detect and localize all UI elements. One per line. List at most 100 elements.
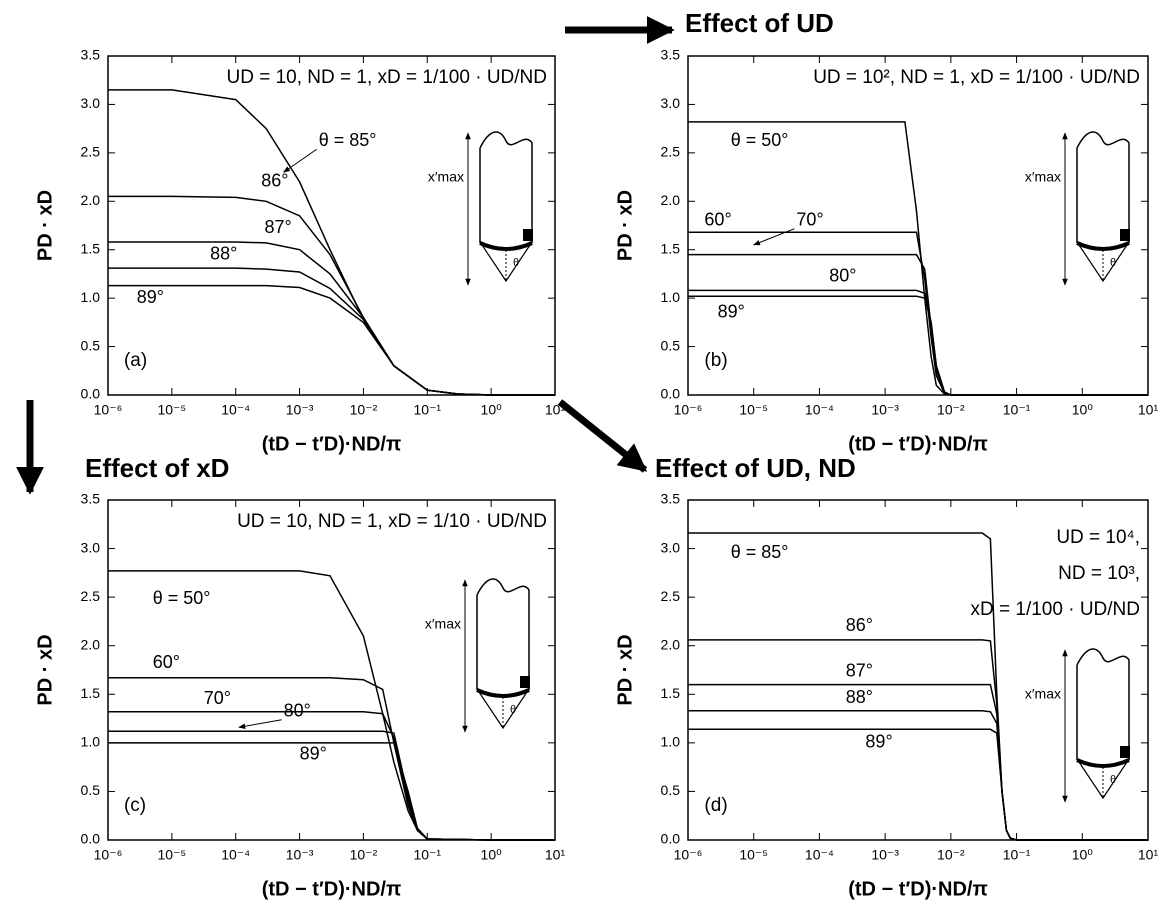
- label-arrow: [238, 719, 282, 729]
- curve-label: 89°: [865, 732, 892, 752]
- y-tick-label: 3.5: [81, 47, 101, 63]
- tank: [1076, 131, 1130, 243]
- x-tick-label: 10⁻¹: [1003, 402, 1031, 418]
- inset-angle: θ: [510, 704, 516, 716]
- x-tick-label: 10¹: [545, 847, 566, 863]
- tank-cone: [478, 691, 528, 730]
- plot-frame: [107, 499, 556, 841]
- x-axis-label: (tD − t′D)·ND/π: [848, 433, 988, 455]
- x-tick-label: 10⁻⁵: [739, 847, 768, 863]
- x-axis-label: (tD − t′D)·ND/π: [848, 878, 988, 900]
- panel-title: Effect of UD: [685, 8, 834, 38]
- curve-label: 70°: [796, 209, 823, 229]
- y-tick-label: 1.0: [81, 289, 101, 305]
- annotation: UD = 10, ND = 1, xD = 1/10 · UD/ND: [237, 511, 547, 532]
- curve-label: θ = 85°: [319, 130, 377, 150]
- panel-label: (d): [704, 795, 727, 816]
- panel-label: (a): [124, 350, 147, 371]
- curve-label: 88°: [210, 243, 237, 263]
- y-tick-label: 1.0: [81, 734, 101, 750]
- y-tick-label: 1.5: [661, 685, 681, 701]
- panel-label: (b): [704, 350, 727, 371]
- curve: [688, 639, 1148, 841]
- annotation: ND = 10³,: [1058, 563, 1140, 584]
- y-tick-label: 0.5: [81, 337, 101, 353]
- tank-block: [1120, 746, 1130, 758]
- inset-angle: θ: [1110, 774, 1116, 786]
- tank-block: [523, 229, 533, 241]
- curve: [688, 253, 1148, 396]
- x-axis-label: (tD − t′D)·ND/π: [262, 878, 402, 900]
- x-tick-label: 10⁻⁶: [94, 402, 123, 418]
- y-tick-label: 2.5: [81, 588, 101, 604]
- y-tick-label: 3.0: [661, 539, 681, 555]
- y-tick-label: 2.5: [81, 144, 101, 160]
- inset-angle: θ: [513, 257, 519, 269]
- y-axis-label: PD · xD: [34, 190, 56, 261]
- annotation: xD = 1/100 · UD/ND: [971, 599, 1140, 620]
- x-axis-label: (tD − t′D)·ND/π: [262, 433, 402, 455]
- tank-block: [520, 676, 530, 688]
- y-tick-label: 1.5: [661, 240, 681, 256]
- curve-label: θ = 50°: [153, 588, 211, 608]
- y-axis-label: PD · xD: [614, 190, 636, 261]
- x-tick-label: 10⁰: [481, 847, 503, 863]
- plot-frame: [687, 55, 1149, 396]
- inset-label: x′max: [1025, 686, 1061, 702]
- y-tick-label: 0.0: [81, 386, 101, 402]
- inset-label: x′max: [425, 616, 461, 632]
- curve-label: 87°: [846, 661, 873, 681]
- x-tick-label: 10⁻¹: [413, 847, 441, 863]
- curve-label: 86°: [261, 171, 288, 191]
- curve-label: θ = 85°: [731, 542, 789, 562]
- curve-label: 89°: [137, 287, 164, 307]
- x-tick-label: 10⁻⁴: [805, 847, 834, 863]
- curve: [688, 289, 1148, 396]
- x-tick-label: 10⁻²: [937, 847, 965, 863]
- y-tick-label: 2.0: [661, 636, 681, 652]
- tank-bottom: [476, 688, 530, 698]
- inset-label: x′max: [428, 169, 464, 185]
- curve: [108, 195, 555, 396]
- y-tick-label: 1.0: [661, 734, 681, 750]
- x-tick-label: 10⁻⁴: [805, 402, 834, 418]
- x-tick-label: 10⁻³: [871, 402, 899, 418]
- y-tick-label: 0.0: [81, 831, 101, 847]
- tank-cone: [481, 244, 531, 283]
- y-tick-label: 1.5: [81, 685, 101, 701]
- x-tick-label: 10⁻³: [286, 847, 314, 863]
- curve-label: 60°: [153, 652, 180, 672]
- y-tick-label: 3.0: [81, 95, 101, 111]
- y-tick-label: 0.0: [661, 831, 681, 847]
- y-axis-label: PD · xD: [34, 634, 56, 705]
- x-tick-label: 10⁰: [481, 402, 503, 418]
- flow-arrow: [557, 399, 648, 473]
- y-axis-label: PD · xD: [614, 634, 636, 705]
- curve-label: 86°: [846, 615, 873, 635]
- x-tick-label: 10¹: [1138, 402, 1159, 418]
- x-tick-label: 10⁻³: [286, 402, 314, 418]
- y-tick-label: 0.0: [661, 386, 681, 402]
- tank-bottom: [1076, 758, 1130, 768]
- curve-label: 80°: [829, 266, 856, 286]
- curve: [688, 295, 1148, 396]
- curve-label: 70°: [204, 688, 231, 708]
- y-tick-label: 2.0: [81, 192, 101, 208]
- label-arrow: [283, 148, 318, 173]
- annotation: UD = 10, ND = 1, xD = 1/100 · UD/ND: [227, 67, 547, 88]
- x-tick-label: 10⁰: [1072, 847, 1094, 863]
- x-tick-label: 10⁻⁵: [739, 402, 768, 418]
- tank-bottom: [479, 241, 533, 251]
- curve-label: 89°: [300, 743, 327, 763]
- x-tick-label: 10⁻¹: [413, 402, 441, 418]
- curve: [108, 677, 555, 841]
- y-tick-label: 2.0: [661, 192, 681, 208]
- tank: [479, 131, 533, 243]
- x-tick-label: 10⁻²: [937, 402, 965, 418]
- curve-label: 80°: [284, 701, 311, 721]
- x-tick-label: 10⁻¹: [1003, 847, 1031, 863]
- tank-block: [1120, 229, 1130, 241]
- panel-label: (c): [124, 795, 146, 816]
- tank: [1076, 648, 1130, 760]
